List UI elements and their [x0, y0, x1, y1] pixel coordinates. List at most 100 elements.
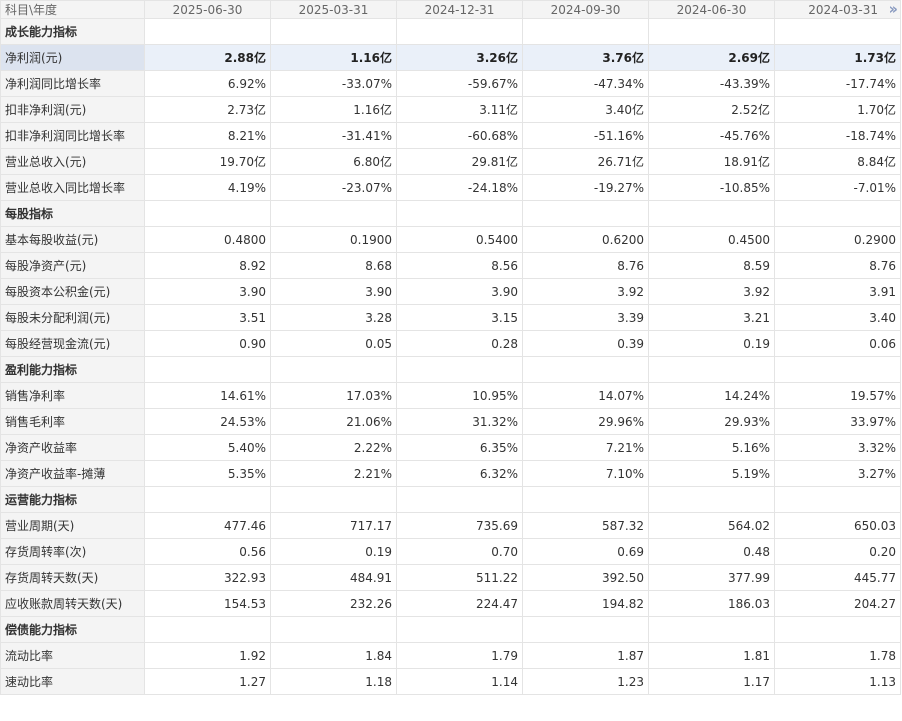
- value-cell: 0.90: [144, 330, 271, 357]
- row-label: 营业总收入(元): [0, 148, 145, 175]
- empty-cell: [522, 616, 649, 643]
- value-cell: 31.32%: [396, 408, 523, 435]
- table-row[interactable]: 营业总收入同比增长率 4.19% -23.07% -24.18% -19.27% -10.…: [0, 174, 901, 201]
- table-header-row: 科目\年度 2025-06-30 2025-03-31 2024-12-31 2…: [0, 0, 901, 19]
- value-cell: -23.07%: [270, 174, 397, 201]
- value-cell: 3.26亿: [396, 44, 523, 71]
- value-cell: -31.41%: [270, 122, 397, 149]
- section-title: 盈利能力指标: [0, 356, 145, 383]
- value-cell: 6.35%: [396, 434, 523, 461]
- row-label: 净资产收益率: [0, 434, 145, 461]
- table-row[interactable]: 存货周转天数(天) 322.93 484.91 511.22 392.50 377.99 4…: [0, 564, 901, 591]
- value-cell: 2.21%: [270, 460, 397, 487]
- value-cell: 1.16亿: [270, 44, 397, 71]
- value-cell: 1.81: [648, 642, 775, 669]
- empty-cell: [522, 486, 649, 513]
- row-label: 净资产收益率-摊薄: [0, 460, 145, 487]
- value-cell: 0.28: [396, 330, 523, 357]
- row-label: 销售毛利率: [0, 408, 145, 435]
- table-row[interactable]: 净利润同比增长率 6.92% -33.07% -59.67% -47.34% -43.39…: [0, 70, 901, 97]
- value-cell: 17.03%: [270, 382, 397, 409]
- table-row[interactable]: 销售净利率 14.61% 17.03% 10.95% 14.07% 14.24% 19.57…: [0, 382, 901, 409]
- value-cell: 322.93: [144, 564, 271, 591]
- table-row[interactable]: 存货周转率(次) 0.56 0.19 0.70 0.69 0.48 0.20: [0, 538, 901, 565]
- date-header: 2025-03-31: [270, 0, 397, 19]
- value-cell: 224.47: [396, 590, 523, 617]
- row-label: 营业周期(天): [0, 512, 145, 539]
- value-cell: 587.32: [522, 512, 649, 539]
- empty-cell: [774, 616, 901, 643]
- value-cell: -51.16%: [522, 122, 649, 149]
- row-label: 存货周转率(次): [0, 538, 145, 565]
- empty-cell: [270, 200, 397, 227]
- value-cell: 717.17: [270, 512, 397, 539]
- table-row[interactable]: 销售毛利率 24.53% 21.06% 31.32% 29.96% 29.93% 33.97…: [0, 408, 901, 435]
- empty-cell: [396, 616, 523, 643]
- value-cell: 154.53: [144, 590, 271, 617]
- date-header-label: 2024-03-31: [808, 2, 878, 17]
- empty-cell: [396, 200, 523, 227]
- row-label: 扣非净利润(元): [0, 96, 145, 123]
- value-cell: -19.27%: [522, 174, 649, 201]
- value-cell: 24.53%: [144, 408, 271, 435]
- date-header: 2025-06-30: [144, 0, 271, 19]
- table-body: 成长能力指标 净利润(元) 2.88亿 1.16亿 3.26亿 3.76亿 2.69亿 1.7…: [0, 18, 901, 695]
- row-label: 流动比率: [0, 642, 145, 669]
- table-row[interactable]: 净资产收益率-摊薄 5.35% 2.21% 6.32% 7.10% 5.19% 3.27%: [0, 460, 901, 487]
- empty-cell: [270, 356, 397, 383]
- value-cell: 1.78: [774, 642, 901, 669]
- value-cell: 0.5400: [396, 226, 523, 253]
- table-row[interactable]: 每股经营现金流(元) 0.90 0.05 0.28 0.39 0.19 0.06: [0, 330, 901, 357]
- section-title: 成长能力指标: [0, 18, 145, 45]
- value-cell: 6.92%: [144, 70, 271, 97]
- table-row[interactable]: 净资产收益率 5.40% 2.22% 6.35% 7.21% 5.16% 3.32%: [0, 434, 901, 461]
- section-title: 运营能力指标: [0, 486, 145, 513]
- date-header: 2024-06-30: [648, 0, 775, 19]
- empty-cell: [270, 486, 397, 513]
- table-row[interactable]: 流动比率 1.92 1.84 1.79 1.87 1.81 1.78: [0, 642, 901, 669]
- value-cell: 0.56: [144, 538, 271, 565]
- value-cell: 2.73亿: [144, 96, 271, 123]
- row-label: 存货周转天数(天): [0, 564, 145, 591]
- value-cell: 0.1900: [270, 226, 397, 253]
- value-cell: 0.4500: [648, 226, 775, 253]
- value-cell: 10.95%: [396, 382, 523, 409]
- table-row[interactable]: 净利润(元) 2.88亿 1.16亿 3.26亿 3.76亿 2.69亿 1.73亿: [0, 44, 901, 71]
- empty-cell: [396, 356, 523, 383]
- table-row[interactable]: 速动比率 1.27 1.18 1.14 1.23 1.17 1.13: [0, 668, 901, 695]
- value-cell: 511.22: [396, 564, 523, 591]
- table-row[interactable]: 基本每股收益(元) 0.4800 0.1900 0.5400 0.6200 0.4500 0…: [0, 226, 901, 253]
- table-row[interactable]: 营业总收入(元) 19.70亿 6.80亿 29.81亿 26.71亿 18.91亿 8.8…: [0, 148, 901, 175]
- double-chevron-right-icon[interactable]: ››: [888, 0, 899, 18]
- section-title: 偿债能力指标: [0, 616, 145, 643]
- value-cell: 0.20: [774, 538, 901, 565]
- table-row[interactable]: 每股净资产(元) 8.92 8.68 8.56 8.76 8.59 8.76: [0, 252, 901, 279]
- value-cell: 3.32%: [774, 434, 901, 461]
- value-cell: -10.85%: [648, 174, 775, 201]
- value-cell: 1.92: [144, 642, 271, 669]
- value-cell: 445.77: [774, 564, 901, 591]
- empty-cell: [270, 616, 397, 643]
- table-row[interactable]: 扣非净利润同比增长率 8.21% -31.41% -60.68% -51.16% -45.…: [0, 122, 901, 149]
- value-cell: 194.82: [522, 590, 649, 617]
- empty-cell: [648, 616, 775, 643]
- value-cell: 232.26: [270, 590, 397, 617]
- table-row[interactable]: 每股资本公积金(元) 3.90 3.90 3.90 3.92 3.92 3.91: [0, 278, 901, 305]
- value-cell: 0.39: [522, 330, 649, 357]
- value-cell: 5.35%: [144, 460, 271, 487]
- row-label: 每股资本公积金(元): [0, 278, 145, 305]
- value-cell: 484.91: [270, 564, 397, 591]
- value-cell: 5.19%: [648, 460, 775, 487]
- value-cell: 1.87: [522, 642, 649, 669]
- empty-cell: [144, 486, 271, 513]
- table-row[interactable]: 应收账款周转天数(天) 154.53 232.26 224.47 194.82 186.0…: [0, 590, 901, 617]
- value-cell: 735.69: [396, 512, 523, 539]
- table-row[interactable]: 扣非净利润(元) 2.73亿 1.16亿 3.11亿 3.40亿 2.52亿 1.70亿: [0, 96, 901, 123]
- value-cell: 8.92: [144, 252, 271, 279]
- empty-cell: [144, 18, 271, 45]
- table-row[interactable]: 每股未分配利润(元) 3.51 3.28 3.15 3.39 3.21 3.40: [0, 304, 901, 331]
- value-cell: 3.92: [648, 278, 775, 305]
- table-row[interactable]: 营业周期(天) 477.46 717.17 735.69 587.32 564.02 650…: [0, 512, 901, 539]
- value-cell: 8.56: [396, 252, 523, 279]
- empty-cell: [648, 200, 775, 227]
